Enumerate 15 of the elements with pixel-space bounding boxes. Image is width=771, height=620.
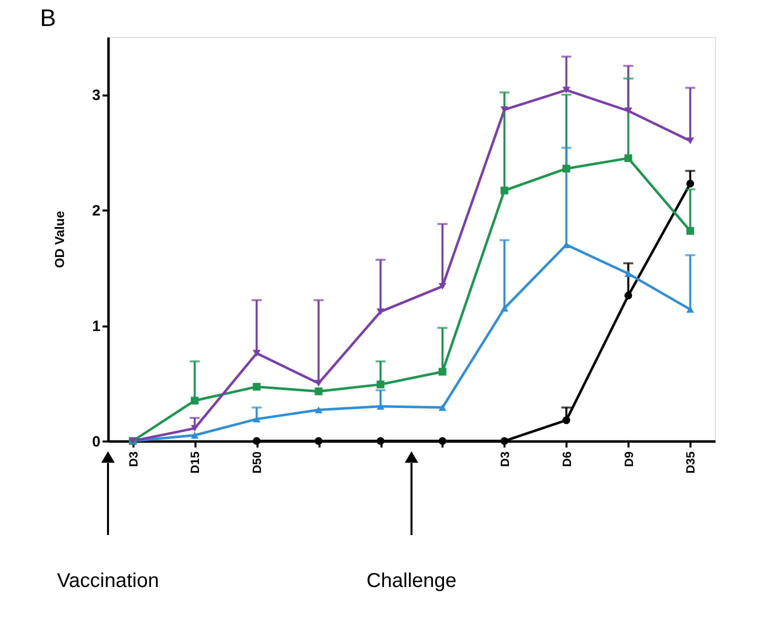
x-tick-label: D3 (498, 451, 512, 467)
chart-title: B (40, 5, 56, 32)
text: Vaccination (57, 570, 159, 592)
x-tick-label: D50 (250, 451, 264, 474)
x-tick-label: D3 (126, 451, 140, 467)
x-tick-label: D35 (684, 451, 698, 474)
x-tick-label: D15 (188, 451, 202, 474)
x-tick-label: D6 (560, 451, 574, 467)
y-tick-label: 3 (92, 87, 100, 104)
y-axis-title: OD Value (52, 210, 68, 268)
y-tick-label: 0 (92, 434, 100, 450)
text: Challenge (366, 570, 457, 592)
x-tick-label: D9 (622, 451, 636, 467)
y-tick-label: 1 (92, 318, 100, 336)
y-tick-label: 2 (92, 202, 100, 220)
